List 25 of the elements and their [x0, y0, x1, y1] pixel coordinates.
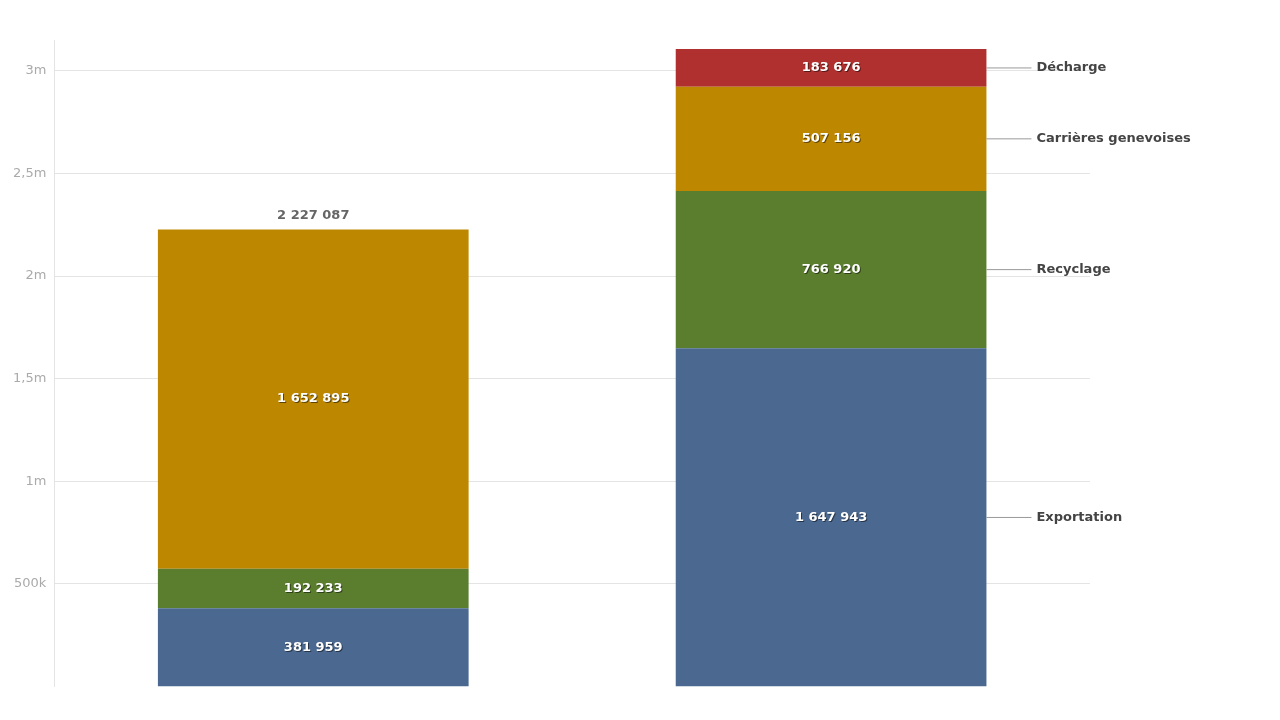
bar	[675, 190, 987, 349]
y-tick-label: 3m	[25, 62, 47, 78]
bar	[675, 348, 987, 687]
text: Exportation	[1036, 508, 1123, 524]
text: Décharge	[1036, 59, 1107, 75]
bar	[157, 229, 469, 569]
text: Carrières genevoises	[1036, 130, 1191, 146]
data-label: 1 647 943	[794, 508, 868, 524]
bar	[675, 49, 987, 87]
y-tick-label: 2m	[25, 267, 47, 283]
data-label: 507 156	[801, 130, 861, 146]
data-label: 1 652 895	[277, 390, 350, 406]
y-tick-label: 1m	[25, 472, 47, 488]
data-label: 766 920	[801, 260, 861, 276]
total-label: 2 227 087	[277, 206, 350, 222]
y-tick-label: 500k	[13, 575, 47, 591]
data-label: 381 959	[283, 638, 343, 654]
text: Recyclage	[1036, 260, 1111, 276]
bar	[157, 568, 469, 609]
y-tick-label: 1,5m	[12, 370, 47, 386]
data-label: 192 233	[283, 579, 343, 595]
y-tick-label: 2,5m	[12, 164, 47, 180]
bar	[157, 608, 469, 687]
bar	[675, 86, 987, 191]
data-label: 183 676	[801, 59, 861, 75]
